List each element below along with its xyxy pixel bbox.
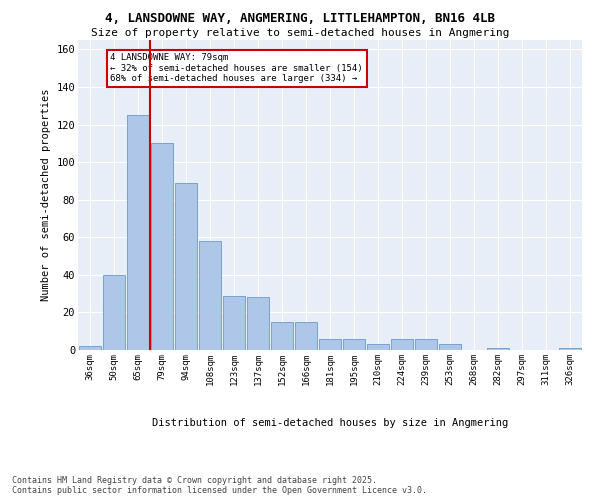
Text: 4, LANSDOWNE WAY, ANGMERING, LITTLEHAMPTON, BN16 4LB: 4, LANSDOWNE WAY, ANGMERING, LITTLEHAMPT… (105, 12, 495, 26)
Bar (343, 338, 365, 350)
Text: Contains HM Land Registry data © Crown copyright and database right 2025.
Contai: Contains HM Land Registry data © Crown c… (12, 476, 427, 495)
Bar (559, 348, 581, 350)
Bar (271, 322, 293, 350)
Bar (319, 338, 341, 350)
Bar (487, 348, 509, 350)
Bar (247, 298, 269, 350)
Bar (175, 183, 197, 350)
Bar (223, 296, 245, 350)
Bar (367, 344, 389, 350)
Bar (391, 338, 413, 350)
Bar (295, 322, 317, 350)
Bar (415, 338, 437, 350)
Bar (199, 241, 221, 350)
Bar (127, 115, 149, 350)
Text: 4 LANSDOWNE WAY: 79sqm
← 32% of semi-detached houses are smaller (154)
68% of se: 4 LANSDOWNE WAY: 79sqm ← 32% of semi-det… (110, 53, 363, 83)
Text: Size of property relative to semi-detached houses in Angmering: Size of property relative to semi-detach… (91, 28, 509, 38)
Bar (151, 144, 173, 350)
Bar (103, 275, 125, 350)
Text: Distribution of semi-detached houses by size in Angmering: Distribution of semi-detached houses by … (152, 418, 508, 428)
Y-axis label: Number of semi-detached properties: Number of semi-detached properties (41, 89, 51, 301)
Bar (439, 344, 461, 350)
Bar (79, 346, 101, 350)
